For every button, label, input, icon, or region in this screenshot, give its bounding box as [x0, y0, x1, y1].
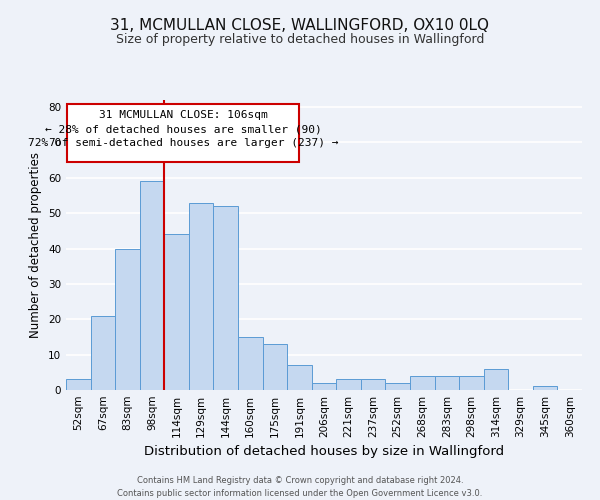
Bar — [385, 383, 410, 390]
Text: 31 MCMULLAN CLOSE: 106sqm: 31 MCMULLAN CLOSE: 106sqm — [99, 110, 268, 120]
Bar — [91, 316, 115, 390]
Bar — [459, 376, 484, 390]
Bar — [484, 369, 508, 390]
Bar — [434, 376, 459, 390]
Bar — [361, 380, 385, 390]
Text: Size of property relative to detached houses in Wallingford: Size of property relative to detached ho… — [116, 32, 484, 46]
Y-axis label: Number of detached properties: Number of detached properties — [29, 152, 43, 338]
Bar — [312, 383, 336, 390]
Bar — [336, 380, 361, 390]
Bar — [287, 365, 312, 390]
Bar — [214, 206, 238, 390]
Bar — [164, 234, 189, 390]
X-axis label: Distribution of detached houses by size in Wallingford: Distribution of detached houses by size … — [144, 446, 504, 458]
Bar — [533, 386, 557, 390]
Bar — [115, 248, 140, 390]
Bar — [410, 376, 434, 390]
Bar — [140, 182, 164, 390]
Bar — [66, 380, 91, 390]
Text: 31, MCMULLAN CLOSE, WALLINGFORD, OX10 0LQ: 31, MCMULLAN CLOSE, WALLINGFORD, OX10 0L… — [110, 18, 490, 32]
Text: Contains HM Land Registry data © Crown copyright and database right 2024.
Contai: Contains HM Land Registry data © Crown c… — [118, 476, 482, 498]
Bar — [263, 344, 287, 390]
Bar — [238, 337, 263, 390]
Bar — [189, 202, 214, 390]
Text: ← 28% of detached houses are smaller (90): ← 28% of detached houses are smaller (90… — [45, 124, 322, 134]
FancyBboxPatch shape — [67, 104, 299, 162]
Text: 72% of semi-detached houses are larger (237) →: 72% of semi-detached houses are larger (… — [28, 138, 338, 148]
